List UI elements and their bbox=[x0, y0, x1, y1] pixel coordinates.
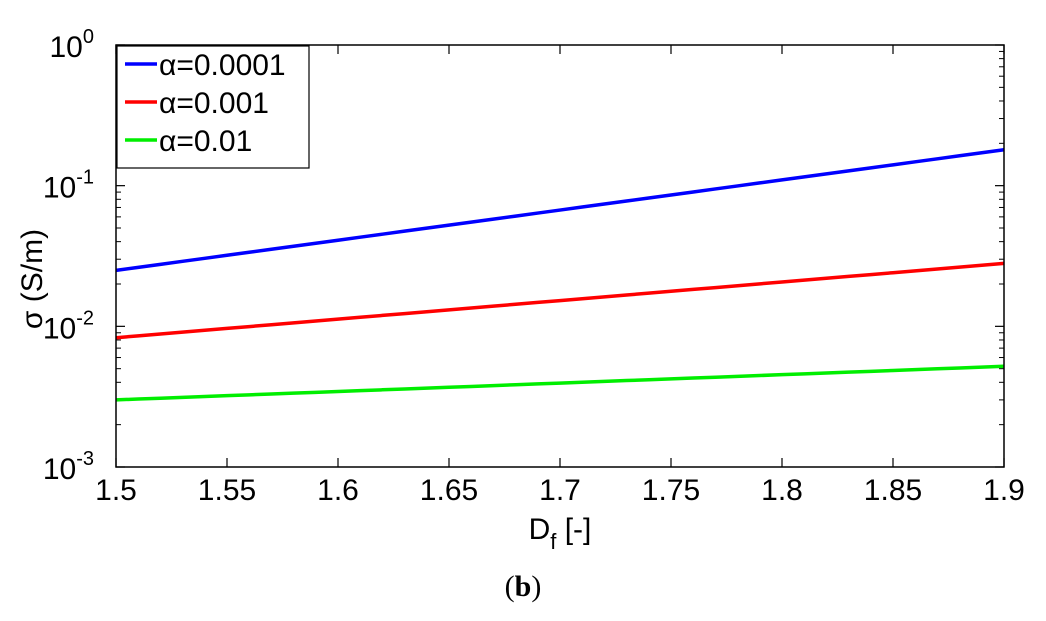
x-axis-label-subscript: f bbox=[550, 529, 557, 554]
y-axis-label: σ (S/m) bbox=[16, 229, 49, 329]
series-line-2 bbox=[115, 261, 1005, 340]
y-tick-label: 10-1 bbox=[43, 167, 94, 205]
series-layer bbox=[115, 148, 1005, 402]
x-tick-label: 1.9 bbox=[983, 474, 1025, 507]
x-tick-label: 1.55 bbox=[198, 474, 256, 507]
caption-open: ( bbox=[504, 570, 515, 603]
figure-caption: (b) bbox=[0, 570, 1046, 604]
x-axis-label-rest: [-] bbox=[556, 513, 591, 546]
y-tick-label: 10-2 bbox=[43, 307, 94, 345]
x-tick-label: 1.5 bbox=[95, 474, 137, 507]
x-tick-label: 1.75 bbox=[642, 474, 700, 507]
y-tick-label: 10-3 bbox=[43, 448, 94, 486]
x-tick-label: 1.65 bbox=[420, 474, 478, 507]
legend-label: α=0.0001 bbox=[159, 49, 286, 82]
x-tick-label: 1.85 bbox=[864, 474, 922, 507]
caption-close: ) bbox=[531, 570, 542, 603]
x-tick-label: 1.7 bbox=[539, 474, 581, 507]
x-axis-label-main: D bbox=[529, 513, 551, 546]
series-line-3 bbox=[115, 364, 1005, 402]
legend: α=0.0001 α=0.001 α=0.01 bbox=[116, 45, 310, 169]
x-tick-labels: 1.5 1.55 1.6 1.65 1.7 1.75 1.8 1.85 1.9 bbox=[95, 474, 1025, 507]
x-axis-label: Df [-] bbox=[529, 513, 592, 554]
legend-label: α=0.01 bbox=[159, 125, 252, 158]
caption-letter: b bbox=[514, 570, 532, 603]
legend-box bbox=[116, 45, 310, 169]
series-line-1 bbox=[115, 148, 1005, 273]
y-tick-label: 100 bbox=[50, 26, 95, 64]
x-tick-label: 1.6 bbox=[317, 474, 359, 507]
legend-label: α=0.001 bbox=[159, 87, 269, 120]
y-tick-labels: 10-3 10-2 10-1 100 bbox=[43, 26, 94, 486]
x-tick-label: 1.8 bbox=[761, 474, 803, 507]
plot-frame bbox=[115, 44, 1005, 468]
